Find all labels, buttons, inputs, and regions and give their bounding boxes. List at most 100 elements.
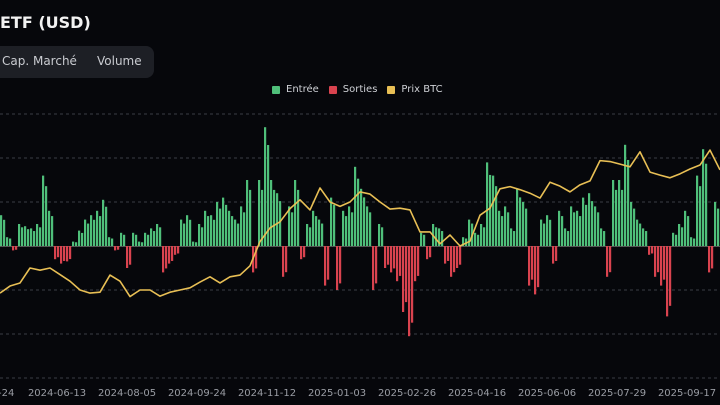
inflow-bar[interactable] — [351, 212, 354, 246]
inflow-bar[interactable] — [294, 180, 297, 246]
inflow-bar[interactable] — [597, 212, 600, 246]
inflow-bar[interactable] — [243, 212, 246, 246]
inflow-bar[interactable] — [591, 201, 594, 246]
inflow-bar[interactable] — [147, 234, 150, 246]
inflow-bar[interactable] — [51, 216, 54, 246]
inflow-bar[interactable] — [501, 216, 504, 246]
inflow-bar[interactable] — [273, 189, 276, 246]
inflow-bar[interactable] — [195, 242, 198, 246]
inflow-bar[interactable] — [333, 204, 336, 246]
outflow-bar[interactable] — [666, 246, 669, 317]
inflow-bar[interactable] — [99, 216, 102, 246]
inflow-bar[interactable] — [81, 232, 84, 246]
outflow-bar[interactable] — [453, 246, 456, 273]
inflow-bar[interactable] — [39, 227, 42, 246]
inflow-bar[interactable] — [213, 219, 216, 246]
legend-item-inflow[interactable]: Entrée — [272, 84, 319, 95]
outflow-bar[interactable] — [372, 246, 375, 290]
inflow-bar[interactable] — [489, 174, 492, 246]
inflow-bar[interactable] — [192, 241, 195, 246]
outflow-bar[interactable] — [711, 246, 714, 269]
inflow-bar[interactable] — [558, 210, 561, 246]
inflow-bar[interactable] — [525, 208, 528, 246]
outflow-bar[interactable] — [255, 246, 258, 269]
inflow-bar[interactable] — [492, 175, 495, 246]
inflow-bar[interactable] — [315, 216, 318, 246]
outflow-bar[interactable] — [657, 246, 660, 273]
inflow-bar[interactable] — [369, 212, 372, 246]
inflow-bar[interactable] — [30, 228, 33, 246]
inflow-bar[interactable] — [348, 206, 351, 246]
inflow-bar[interactable] — [363, 197, 366, 246]
outflow-bar[interactable] — [450, 246, 453, 277]
inflow-bar[interactable] — [636, 219, 639, 246]
inflow-bar[interactable] — [297, 189, 300, 246]
inflow-bar[interactable] — [483, 227, 486, 246]
inflow-bar[interactable] — [603, 231, 606, 246]
inflow-bar[interactable] — [330, 197, 333, 246]
inflow-bar[interactable] — [621, 189, 624, 246]
inflow-bar[interactable] — [0, 215, 3, 246]
outflow-bar[interactable] — [402, 246, 405, 312]
inflow-bar[interactable] — [225, 204, 228, 246]
inflow-bar[interactable] — [84, 219, 87, 246]
inflow-bar[interactable] — [624, 144, 627, 246]
outflow-bar[interactable] — [336, 246, 339, 290]
inflow-bar[interactable] — [144, 232, 147, 246]
inflow-bar[interactable] — [519, 197, 522, 246]
inflow-bar[interactable] — [201, 227, 204, 246]
inflow-bar[interactable] — [123, 234, 126, 246]
inflow-bar[interactable] — [615, 189, 618, 246]
inflow-bar[interactable] — [462, 237, 465, 246]
inflow-bar[interactable] — [231, 216, 234, 246]
inflow-bar[interactable] — [45, 186, 48, 246]
inflow-bar[interactable] — [183, 223, 186, 246]
inflow-bar[interactable] — [291, 212, 294, 246]
outflow-bar[interactable] — [426, 246, 429, 260]
outflow-bar[interactable] — [339, 246, 342, 284]
inflow-bar[interactable] — [366, 206, 369, 246]
inflow-bar[interactable] — [681, 227, 684, 246]
outflow-bar[interactable] — [459, 246, 462, 265]
inflow-bar[interactable] — [630, 202, 633, 246]
inflow-bar[interactable] — [153, 231, 156, 246]
outflow-bar[interactable] — [57, 246, 60, 258]
outflow-bar[interactable] — [552, 246, 555, 264]
inflow-bar[interactable] — [600, 228, 603, 246]
inflow-bar[interactable] — [309, 227, 312, 246]
inflow-bar[interactable] — [714, 202, 717, 246]
inflow-bar[interactable] — [264, 127, 267, 246]
inflow-bar[interactable] — [672, 232, 675, 246]
inflow-bar[interactable] — [90, 215, 93, 246]
outflow-bar[interactable] — [300, 246, 303, 260]
inflow-bar[interactable] — [678, 224, 681, 246]
inflow-bar[interactable] — [354, 166, 357, 246]
outflow-bar[interactable] — [537, 246, 540, 288]
inflow-bar[interactable] — [222, 197, 225, 246]
inflow-bar[interactable] — [588, 193, 591, 246]
inflow-bar[interactable] — [150, 228, 153, 246]
inflow-bar[interactable] — [279, 201, 282, 246]
inflow-bar[interactable] — [216, 202, 219, 246]
inflow-bar[interactable] — [693, 238, 696, 246]
inflow-bar[interactable] — [435, 227, 438, 246]
outflow-bar[interactable] — [177, 246, 180, 254]
inflow-bar[interactable] — [318, 219, 321, 246]
outflow-bar[interactable] — [405, 246, 408, 303]
inflow-bar[interactable] — [198, 224, 201, 246]
inflow-bar[interactable] — [684, 210, 687, 246]
inflow-bar[interactable] — [549, 219, 552, 246]
inflow-bar[interactable] — [204, 210, 207, 246]
outflow-bar[interactable] — [528, 246, 531, 286]
inflow-bar[interactable] — [135, 234, 138, 246]
inflow-bar[interactable] — [306, 224, 309, 246]
inflow-bar[interactable] — [207, 216, 210, 246]
inflow-bar[interactable] — [702, 149, 705, 246]
inflow-bar[interactable] — [633, 208, 636, 246]
inflow-bar[interactable] — [261, 189, 264, 246]
inflow-bar[interactable] — [498, 210, 501, 246]
outflow-bar[interactable] — [15, 246, 18, 250]
inflow-bar[interactable] — [3, 219, 6, 246]
inflow-bar[interactable] — [699, 186, 702, 246]
inflow-bar[interactable] — [345, 216, 348, 246]
